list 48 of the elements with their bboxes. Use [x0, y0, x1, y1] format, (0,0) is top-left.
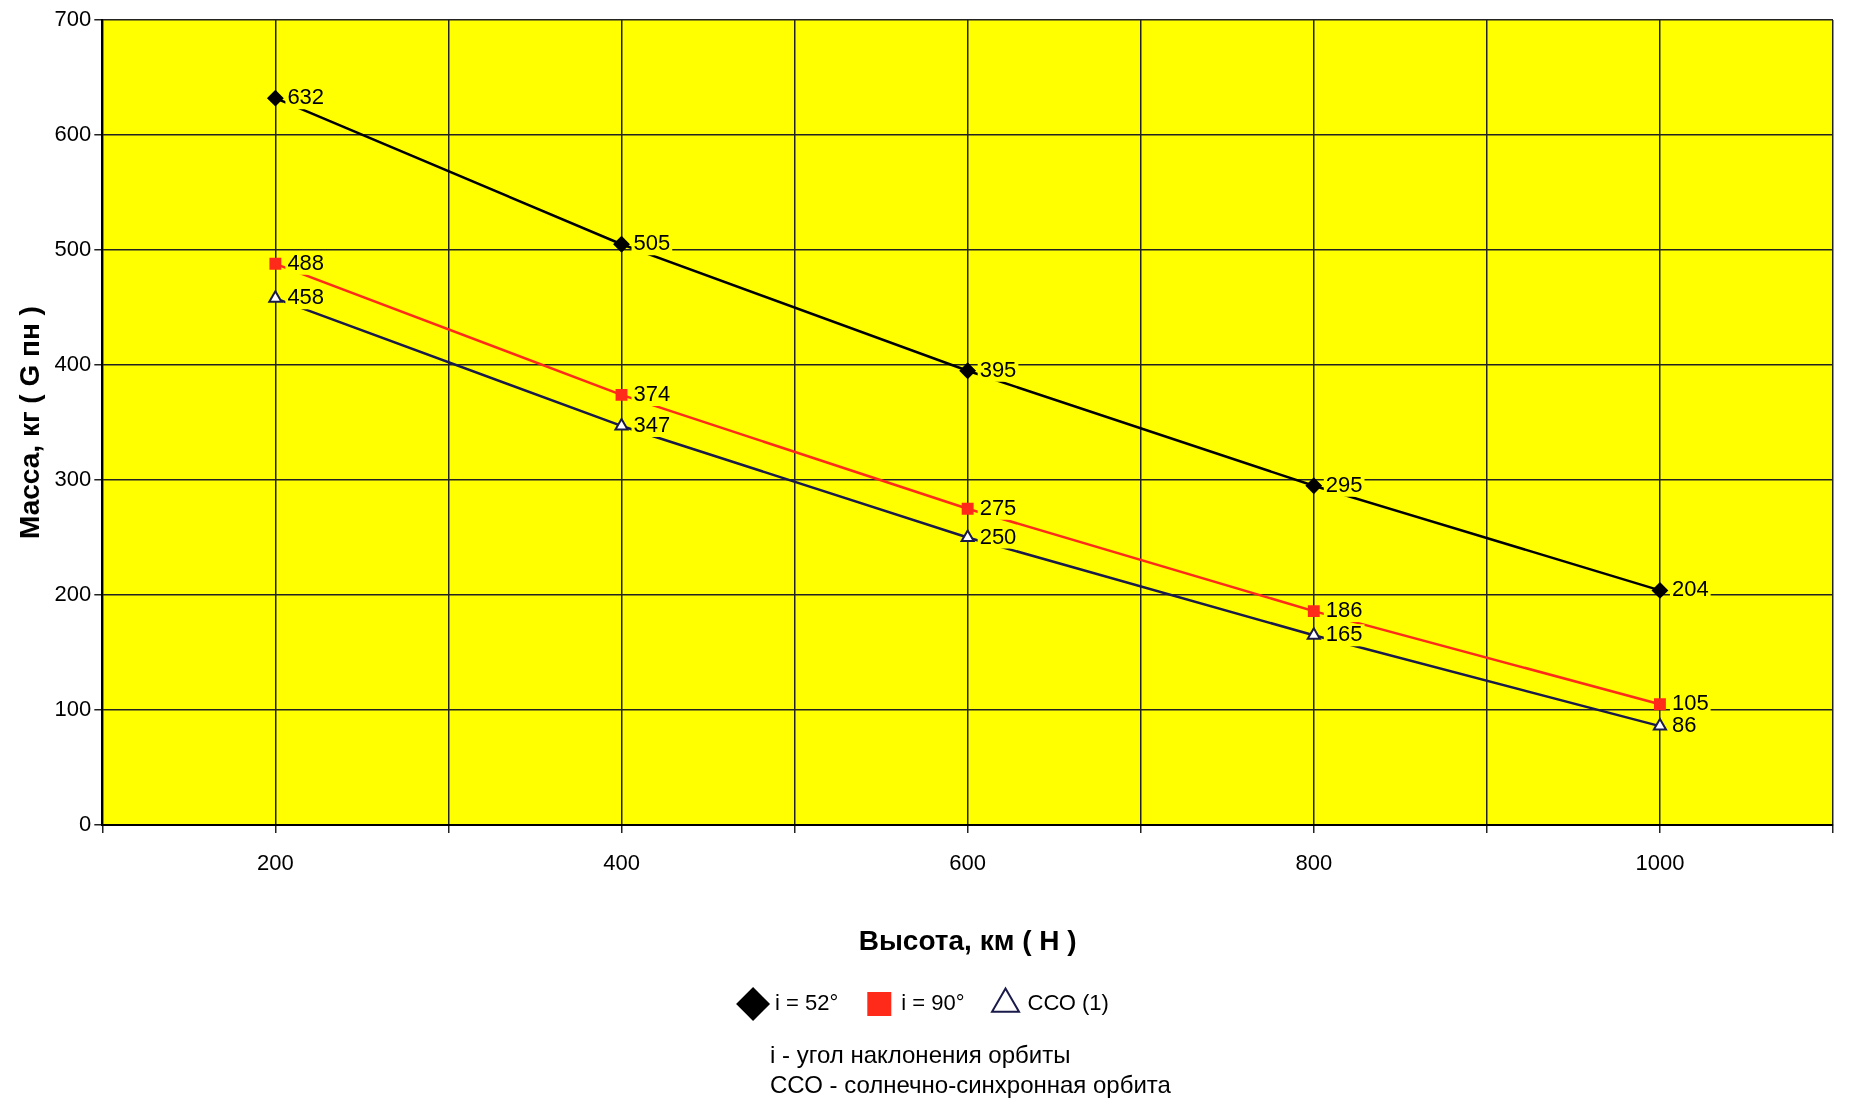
legend-label: ССО (1) [1027, 990, 1109, 1016]
point [613, 236, 630, 253]
y-tick-label: 500 [54, 236, 92, 262]
y-tick-label: 700 [54, 6, 92, 32]
text: i - угол наклонения орбиты [770, 1040, 1072, 1070]
point [615, 388, 628, 401]
data-label: 165 [1325, 621, 1363, 647]
y-tick-label: 0 [79, 811, 92, 837]
data-label: 295 [1325, 471, 1363, 497]
y-axis-title: Масса, кг ( G пн ) [13, 306, 45, 539]
data-label: 204 [1671, 576, 1709, 602]
x-tick-label: 200 [257, 850, 294, 876]
point [959, 362, 976, 379]
data-label: 505 [633, 230, 671, 256]
y-tick-label: 300 [54, 466, 92, 492]
point [960, 529, 975, 542]
point [1652, 718, 1667, 731]
data-label: 458 [287, 284, 325, 310]
x-tick-label: 800 [1295, 850, 1333, 876]
x-tick-label: 400 [603, 850, 640, 876]
point [267, 90, 284, 107]
point [614, 417, 629, 431]
x-axis-title: Высота, км ( H ) [858, 924, 1077, 956]
data-label: 186 [1325, 597, 1363, 623]
text: ССО - солнечно-синхронная орбита [770, 1070, 1171, 1100]
point [1651, 582, 1668, 599]
x-tick-label: 600 [949, 850, 987, 876]
data-label: 374 [633, 380, 671, 406]
data-label: 488 [287, 249, 325, 275]
data-label: 632 [287, 84, 325, 110]
x-tick-label: 1000 [1635, 850, 1685, 876]
y-tick-label: 100 [54, 696, 92, 722]
data-label: 250 [979, 523, 1017, 549]
y-tick-label: 400 [54, 351, 92, 377]
data-label: 347 [633, 412, 671, 438]
point [1653, 698, 1666, 711]
legend-label: i = 90° [901, 990, 965, 1016]
point [961, 502, 974, 515]
data-label: 275 [979, 494, 1017, 520]
point [1305, 477, 1322, 494]
point [1307, 605, 1320, 618]
y-tick-label: 200 [54, 581, 92, 607]
point [269, 257, 282, 270]
legend-label: i = 52° [775, 990, 839, 1016]
y-tick-label: 600 [54, 121, 92, 147]
point [1306, 627, 1321, 640]
point [268, 290, 283, 303]
data-label: 395 [979, 356, 1017, 382]
